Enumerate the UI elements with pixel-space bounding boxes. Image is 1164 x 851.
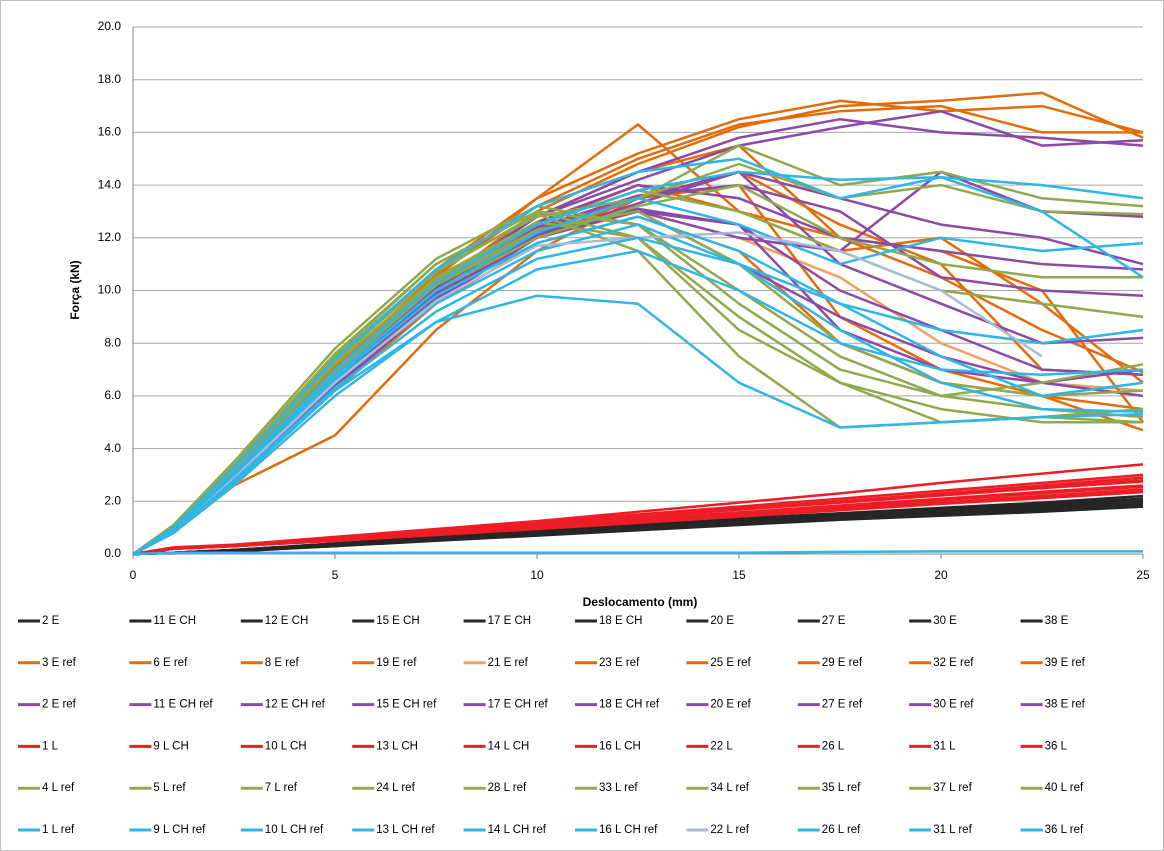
legend-label: 30 E: [933, 615, 957, 627]
x-axis-label: Deslocamento (mm): [583, 595, 698, 609]
y-tick-label: 10.0: [98, 283, 122, 297]
legend-label: 11 E CH: [153, 615, 196, 627]
legend-label: 34 L ref: [710, 782, 749, 794]
legend-label: 25 E ref: [710, 657, 751, 669]
legend-label: 32 E ref: [933, 657, 974, 669]
legend-label: 37 L ref: [933, 782, 972, 794]
legend-label: 23 E ref: [599, 657, 640, 669]
legend-label: 2 E ref: [42, 699, 77, 711]
legend-label: 12 E CH: [265, 615, 308, 627]
legend: 2 E 11 E CH 12 E CH 15 E CH 17 E CH 18 E CH 20…: [18, 615, 1086, 836]
plot-lines: [132, 91, 1144, 556]
legend-label: 27 E ref: [822, 699, 863, 711]
legend-label: 38 E ref: [1045, 699, 1086, 711]
legend-label: 17 E CH: [488, 615, 531, 627]
legend-label: 21 E ref: [488, 657, 529, 669]
legend-label: 6 E ref: [153, 657, 188, 669]
legend-label: 26 L ref: [822, 824, 861, 836]
x-tick-label: 15: [732, 568, 746, 582]
legend-label: 38 E: [1045, 615, 1069, 627]
legend-label: 36 L ref: [1045, 824, 1084, 836]
legend-label: 8 E ref: [265, 657, 300, 669]
legend-label: 19 E ref: [376, 657, 417, 669]
legend-label: 31 L: [933, 740, 956, 752]
x-tick-label: 0: [130, 568, 137, 582]
legend-label: 26 L: [822, 740, 845, 752]
legend-label: 22 L ref: [710, 824, 749, 836]
series-line: [132, 249, 1144, 556]
legend-label: 36 L: [1045, 740, 1068, 752]
y-tick-label: 4.0: [104, 441, 121, 455]
x-tick-label: 25: [1136, 568, 1150, 582]
legend-label: 9 L CH: [153, 740, 188, 752]
legend-label: 13 L CH ref: [376, 824, 435, 836]
legend-label: 16 L CH: [599, 740, 641, 752]
series-line: [132, 170, 1144, 556]
series-line: [132, 231, 1043, 556]
legend-label: 28 L ref: [488, 782, 527, 794]
series-line: [132, 294, 1144, 556]
legend-label: 18 E CH ref: [599, 699, 660, 711]
legend-label: 14 L CH ref: [488, 824, 547, 836]
series-line: [132, 215, 1144, 556]
legend-label: 2 E: [42, 615, 60, 627]
legend-label: 5 L ref: [153, 782, 186, 794]
legend-label: 9 L CH ref: [153, 824, 206, 836]
y-tick-label: 8.0: [104, 335, 121, 349]
legend-label: 1 L ref: [42, 824, 75, 836]
legend-label: 10 L CH: [265, 740, 307, 752]
legend-label: 7 L ref: [265, 782, 298, 794]
legend-label: 30 E ref: [933, 699, 974, 711]
legend-label: 20 E ref: [710, 699, 751, 711]
series-line: [132, 210, 1144, 556]
series-line: [132, 236, 1144, 556]
legend-label: 3 E ref: [42, 657, 77, 669]
y-tick-label: 0.0: [104, 546, 121, 560]
y-axis-label: Força (kN): [68, 260, 82, 319]
series-line: [132, 550, 1143, 556]
legend-label: 35 L ref: [822, 782, 861, 794]
y-tick-label: 16.0: [98, 125, 122, 139]
legend-label: 15 E CH ref: [376, 699, 437, 711]
legend-label: 31 L ref: [933, 824, 972, 836]
legend-label: 40 L ref: [1045, 782, 1084, 794]
legend-label: 1 L: [42, 740, 59, 752]
legend-label: 11 E CH ref: [153, 699, 213, 711]
x-tick-label: 5: [332, 568, 339, 582]
legend-label: 16 L CH ref: [599, 824, 658, 836]
y-tick-label: 12.0: [98, 230, 122, 244]
legend-label: 33 L ref: [599, 782, 638, 794]
legend-label: 17 E CH ref: [488, 699, 549, 711]
series-line: [132, 157, 1144, 556]
series-line: [132, 498, 1144, 556]
legend-label: 12 E CH ref: [265, 699, 326, 711]
y-tick-label: 20.0: [98, 19, 122, 33]
x-tick-label: 20: [934, 568, 948, 582]
legend-label: 13 L CH: [376, 740, 418, 752]
legend-label: 29 E ref: [822, 657, 863, 669]
legend-label: 22 L: [710, 740, 733, 752]
legend-label: 27 E: [822, 615, 846, 627]
legend-label: 20 E: [710, 615, 734, 627]
legend-label: 24 L ref: [376, 782, 415, 794]
legend-label: 15 E CH: [376, 615, 419, 627]
legend-label: 39 E ref: [1045, 657, 1086, 669]
y-tick-label: 18.0: [98, 72, 122, 86]
legend-label: 10 L CH ref: [265, 824, 324, 836]
y-tick-label: 14.0: [98, 177, 122, 191]
legend-label: 14 L CH: [488, 740, 530, 752]
x-tick-label: 10: [530, 568, 544, 582]
legend-label: 18 E CH: [599, 615, 642, 627]
legend-label: 4 L ref: [42, 782, 75, 794]
y-tick-label: 6.0: [104, 388, 121, 402]
y-tick-label: 2.0: [104, 493, 121, 507]
series-line: [132, 489, 1144, 556]
